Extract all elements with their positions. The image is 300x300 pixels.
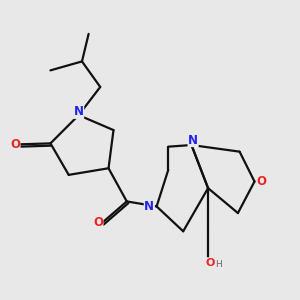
Text: O: O [10, 138, 20, 151]
Text: H: H [214, 260, 221, 269]
Text: O: O [93, 217, 103, 230]
Text: N: N [144, 200, 154, 213]
Text: N: N [74, 105, 84, 118]
Text: O: O [257, 175, 267, 188]
Text: O: O [205, 258, 214, 268]
Text: N: N [188, 134, 198, 146]
